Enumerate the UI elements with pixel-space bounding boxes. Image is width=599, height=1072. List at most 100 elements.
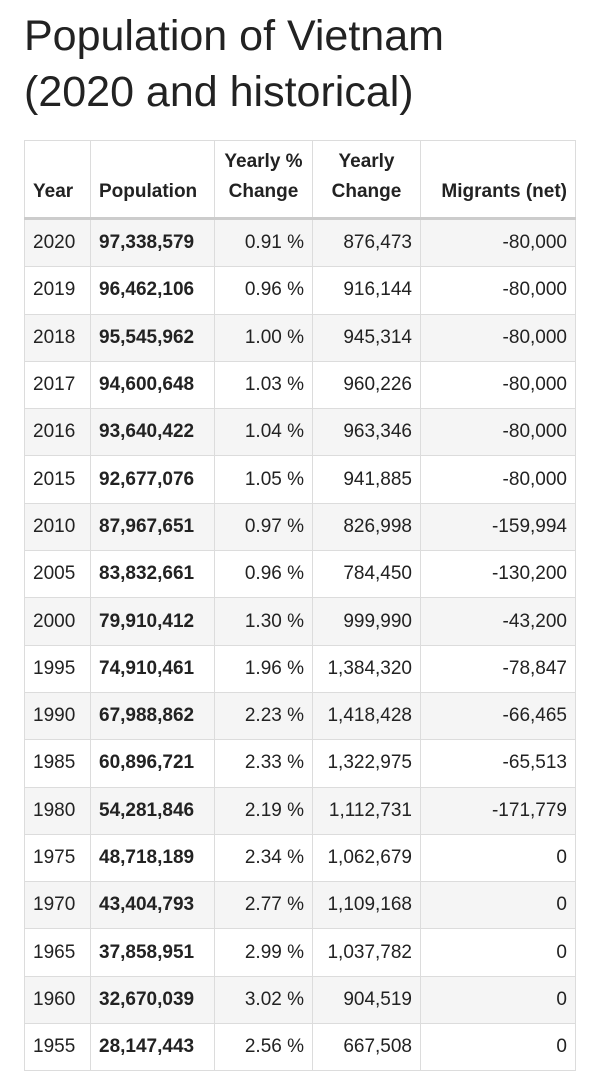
table-cell: 74,910,461 <box>90 644 215 693</box>
table-cell: -80,000 <box>420 360 576 410</box>
table-cell: 0.96 % <box>214 266 313 315</box>
table-cell: 1980 <box>24 786 91 835</box>
table-row: 2000 79,910,412 1.30 % 999,990 -43,200 <box>24 597 576 646</box>
table-cell: 2017 <box>24 360 91 410</box>
table-body: 2020 97,338,579 0.91 % 876,473 -80,000 2019 96… <box>24 217 576 1072</box>
header-row: Year Population Yearly % Change Yearly Chan… <box>24 140 576 220</box>
table-cell: 1.03 % <box>214 360 313 410</box>
population-table: Year Population Yearly % Change Yearly Chan… <box>24 140 576 1072</box>
table-cell: -130,200 <box>420 550 576 599</box>
table-cell: 2010 <box>24 502 91 552</box>
table-cell: 960,226 <box>312 360 421 410</box>
table-cell: -78,847 <box>420 644 576 693</box>
table-cell: 2019 <box>24 266 91 315</box>
table-cell: 48,718,189 <box>90 833 215 883</box>
table-cell: -43,200 <box>420 597 576 646</box>
table-cell: 94,600,648 <box>90 360 215 410</box>
table-cell: 83,832,661 <box>90 550 215 599</box>
table-cell: 95,545,962 <box>90 313 215 362</box>
title: Population of Vietnam (2020 and historic… <box>24 12 444 116</box>
table-cell: 1995 <box>24 644 91 693</box>
table-cell: 2.33 % <box>214 739 313 788</box>
column-header: Migrants (net) <box>420 140 576 220</box>
table-cell: 1985 <box>24 739 91 788</box>
table-cell: 963,346 <box>312 408 421 457</box>
column-header: Population <box>90 140 215 220</box>
table-cell: 945,314 <box>312 313 421 362</box>
table-row: 2017 94,600,648 1.03 % 960,226 -80,000 <box>24 360 576 410</box>
table-cell: 1955 <box>24 1023 91 1072</box>
table-cell: 1,037,782 <box>312 928 421 977</box>
table-cell: 0 <box>420 1023 576 1072</box>
table-cell: -80,000 <box>420 266 576 315</box>
table-cell: -80,000 <box>420 217 576 268</box>
table-cell: 2018 <box>24 313 91 362</box>
table-cell: 67,988,862 <box>90 691 215 741</box>
table-cell: 876,473 <box>312 217 421 268</box>
table-cell: 0 <box>420 881 576 930</box>
table-row: 1985 60,896,721 2.33 % 1,322,975 -65,513 <box>24 739 576 788</box>
table-cell: 2.99 % <box>214 928 313 977</box>
column-header: Year <box>24 140 91 220</box>
table-cell: 904,519 <box>312 975 421 1025</box>
table-header: Year Population Yearly % Change Yearly Chan… <box>24 140 576 220</box>
table-cell: -80,000 <box>420 408 576 457</box>
table-cell: 43,404,793 <box>90 881 215 930</box>
table-row: 1965 37,858,951 2.99 % 1,037,782 0 <box>24 928 576 977</box>
table-cell: 1,322,975 <box>312 739 421 788</box>
table-cell: -171,779 <box>420 786 576 835</box>
table-cell: -66,465 <box>420 691 576 741</box>
table-cell: 2.19 % <box>214 786 313 835</box>
table-row: 2015 92,677,076 1.05 % 941,885 -80,000 <box>24 455 576 504</box>
table-cell: 32,670,039 <box>90 975 215 1025</box>
table-cell: -65,513 <box>420 739 576 788</box>
table-cell: -80,000 <box>420 455 576 504</box>
table-cell: 667,508 <box>312 1023 421 1072</box>
table-cell: 1.00 % <box>214 313 313 362</box>
table-cell: 0 <box>420 833 576 883</box>
table-cell: -159,994 <box>420 502 576 552</box>
table-cell: 916,144 <box>312 266 421 315</box>
table-cell: 1,109,168 <box>312 881 421 930</box>
table-cell: 0.91 % <box>214 217 313 268</box>
table-cell: 1965 <box>24 928 91 977</box>
table-cell: 0.97 % <box>214 502 313 552</box>
table-row: 2019 96,462,106 0.96 % 916,144 -80,000 <box>24 266 576 315</box>
table-cell: 93,640,422 <box>90 408 215 457</box>
table-row: 1955 28,147,443 2.56 % 667,508 0 <box>24 1023 576 1072</box>
table-cell: 2.56 % <box>214 1023 313 1072</box>
table-row: 2016 93,640,422 1.04 % 963,346 -80,000 <box>24 408 576 457</box>
table-cell: 1.30 % <box>214 597 313 646</box>
table-cell: 2.77 % <box>214 881 313 930</box>
table-cell: 2000 <box>24 597 91 646</box>
table-cell: 2005 <box>24 550 91 599</box>
table-cell: 54,281,846 <box>90 786 215 835</box>
table-cell: 87,967,651 <box>90 502 215 552</box>
table-cell: 92,677,076 <box>90 455 215 504</box>
table-row: 1980 54,281,846 2.19 % 1,112,731 -171,779 <box>24 786 576 835</box>
table-cell: 60,896,721 <box>90 739 215 788</box>
table-cell: 826,998 <box>312 502 421 552</box>
table-cell: 1990 <box>24 691 91 741</box>
table-cell: 1.05 % <box>214 455 313 504</box>
table-cell: 96,462,106 <box>90 266 215 315</box>
table-cell: 2016 <box>24 408 91 457</box>
table-cell: 941,885 <box>312 455 421 504</box>
table-cell: 1,062,679 <box>312 833 421 883</box>
table-row: 1970 43,404,793 2.77 % 1,109,168 0 <box>24 881 576 930</box>
table-row: 1990 67,988,862 2.23 % 1,418,428 -66,465 <box>24 691 576 741</box>
table-cell: 0 <box>420 928 576 977</box>
table-row: 1960 32,670,039 3.02 % 904,519 0 <box>24 975 576 1025</box>
table-cell: 1960 <box>24 975 91 1025</box>
table-row: 2018 95,545,962 1.00 % 945,314 -80,000 <box>24 313 576 362</box>
table-cell: 1970 <box>24 881 91 930</box>
table-cell: 999,990 <box>312 597 421 646</box>
table-cell: 0.96 % <box>214 550 313 599</box>
table-cell: 28,147,443 <box>90 1023 215 1072</box>
table-cell: 1,112,731 <box>312 786 421 835</box>
table-cell: 97,338,579 <box>90 217 215 268</box>
table-cell: 37,858,951 <box>90 928 215 977</box>
table-cell: 1.96 % <box>214 644 313 693</box>
table-cell: 3.02 % <box>214 975 313 1025</box>
